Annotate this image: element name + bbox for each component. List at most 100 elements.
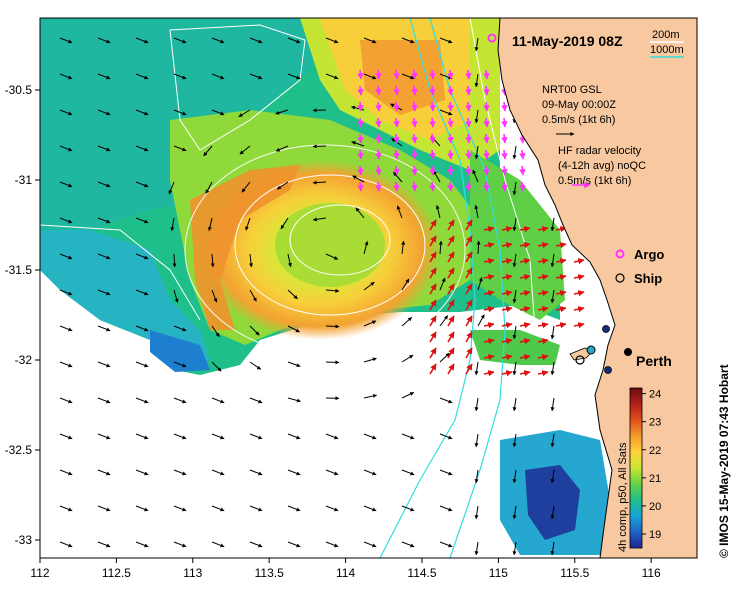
radar-arrow	[429, 69, 436, 80]
radar-arrow	[465, 251, 473, 263]
radar-arrow	[573, 321, 585, 329]
current-arrow	[439, 109, 453, 116]
current-arrow	[512, 397, 517, 412]
current-arrow	[363, 469, 377, 476]
x-tick-label: 112	[30, 566, 49, 580]
current-arrow	[173, 145, 187, 152]
radar-arrow	[573, 305, 585, 313]
radar-arrow	[393, 85, 400, 96]
radar-arrow	[483, 69, 490, 80]
radar-arrow	[483, 181, 490, 192]
current-arrow	[550, 505, 555, 520]
current-arrow	[203, 145, 213, 157]
radar-arrow	[411, 133, 418, 144]
current-arrow	[249, 325, 260, 336]
radar-arrow	[483, 257, 495, 265]
radar-arrow	[375, 165, 382, 176]
radar-arrow	[537, 369, 549, 377]
radar-arrow	[501, 257, 513, 265]
current-arrow	[59, 73, 73, 80]
hf-radar-subtitle: (4-12h avg) noQC	[558, 160, 646, 172]
radar-arrow	[357, 165, 364, 176]
radar-arrow	[429, 101, 436, 112]
radar-arrow	[537, 337, 549, 345]
current-arrow	[59, 397, 73, 404]
model-name: NRT00 GSL	[542, 84, 602, 96]
current-arrow	[97, 37, 111, 44]
current-arrow	[168, 181, 175, 195]
current-arrow	[276, 181, 289, 190]
current-arrow	[287, 361, 301, 368]
current-arrow	[363, 73, 377, 80]
current-arrow	[249, 253, 254, 268]
x-tick-label: 116	[642, 566, 661, 580]
current-arrow	[550, 361, 555, 376]
colorbar-tick-label: 23	[649, 417, 661, 429]
current-arrow	[97, 541, 111, 548]
current-arrow	[249, 505, 263, 512]
model-current-arrows	[59, 37, 555, 556]
radar-arrow	[465, 347, 473, 359]
radar-arrow	[411, 165, 418, 176]
radar-arrow	[375, 149, 382, 160]
current-arrow	[135, 361, 149, 368]
current-arrow	[476, 240, 481, 255]
current-arrow	[173, 73, 187, 80]
map-title: 11-May-2019 08Z	[512, 33, 623, 49]
current-arrow	[59, 289, 73, 296]
current-arrow	[435, 204, 441, 219]
radar-arrow	[537, 305, 549, 313]
current-arrow	[550, 253, 555, 268]
radar-arrow	[393, 117, 400, 128]
current-arrow	[325, 324, 340, 329]
x-tick-label: 115.5	[560, 566, 589, 580]
current-arrow	[312, 180, 327, 185]
radar-arrow	[519, 273, 531, 281]
markers-legend: Argo Ship	[615, 247, 664, 286]
radar-arrow	[429, 347, 437, 359]
radar-arrow	[483, 289, 495, 297]
current-arrow	[474, 204, 479, 219]
radar-arrow	[501, 321, 513, 329]
ship-legend-label: Ship	[634, 271, 662, 286]
current-arrow	[173, 397, 187, 404]
current-arrow	[550, 325, 555, 340]
current-arrow	[173, 469, 187, 476]
current-arrow	[211, 37, 225, 44]
y-tick-label: -32	[15, 353, 33, 367]
current-arrow	[363, 320, 377, 327]
current-arrow	[474, 397, 479, 412]
current-arrow	[512, 325, 517, 340]
radar-arrow	[537, 353, 549, 361]
current-arrow	[59, 433, 73, 440]
radar-arrow	[447, 219, 455, 231]
current-arrow	[401, 278, 410, 291]
radar-arrow	[501, 369, 513, 377]
radar-arrow	[483, 149, 490, 160]
current-arrow	[97, 109, 111, 116]
radar-arrow	[393, 133, 400, 144]
current-arrow	[512, 505, 517, 520]
radar-arrow	[573, 273, 585, 281]
current-arrow	[512, 217, 517, 232]
current-arrow	[239, 145, 251, 155]
radar-arrow	[555, 273, 567, 281]
current-arrow	[287, 37, 301, 44]
current-arrow	[59, 325, 73, 332]
current-arrow	[474, 109, 479, 124]
current-arrow	[97, 325, 111, 332]
current-arrow	[363, 433, 377, 440]
radar-arrow	[429, 251, 437, 263]
current-arrow	[550, 217, 555, 232]
radar-arrow	[465, 117, 472, 128]
current-arrow	[59, 469, 73, 476]
current-arrow	[97, 217, 111, 224]
radar-arrow	[465, 69, 472, 80]
current-arrow	[325, 505, 339, 512]
radar-arrow	[447, 69, 454, 80]
current-arrow	[401, 240, 406, 255]
y-tick-label: -30.5	[5, 83, 33, 97]
radar-arrow	[501, 133, 508, 144]
current-arrow	[170, 217, 175, 232]
radar-arrow	[447, 85, 454, 96]
